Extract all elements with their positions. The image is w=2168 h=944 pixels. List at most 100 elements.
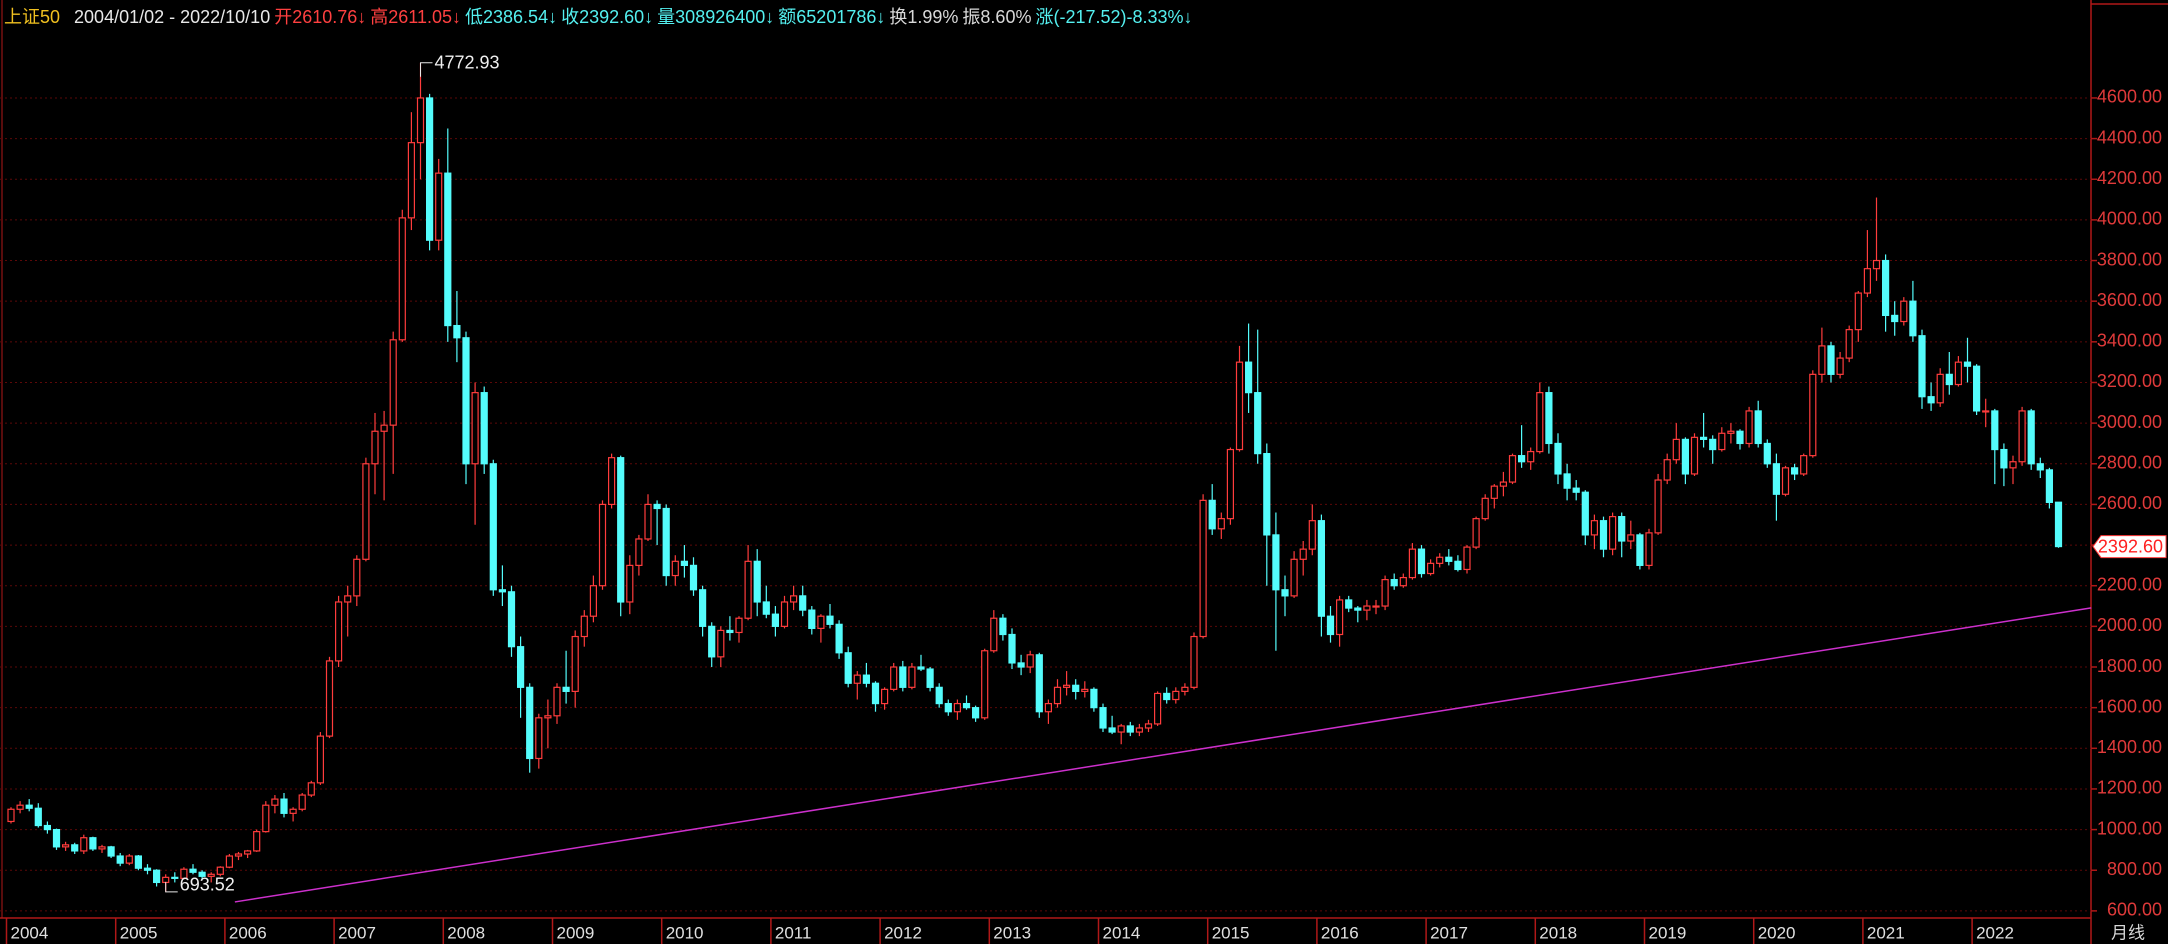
candle-body [280, 798, 288, 814]
candle-body [80, 837, 88, 852]
candle-body [1863, 268, 1872, 294]
candle-body [1818, 345, 1826, 375]
candle-body [2018, 410, 2026, 463]
candle-body [1454, 560, 1462, 571]
y-tick-label: 2600.00 [2097, 493, 2162, 513]
candle-body [43, 824, 52, 831]
y-tick-label: 4600.00 [2097, 87, 2162, 107]
candle-body [1308, 520, 1316, 550]
candle-body [1527, 450, 1535, 463]
candle-body [1172, 690, 1180, 701]
candle-body [1891, 314, 1899, 323]
candle-body [1618, 516, 1626, 542]
candle-body [7, 808, 15, 823]
candle-body [1144, 723, 1153, 729]
candle-body [1727, 430, 1735, 434]
x-tick-label: 2021 [1867, 923, 1905, 942]
min-label: 693.52 [180, 875, 235, 895]
candle-body [999, 617, 1007, 636]
y-tick-label: 1000.00 [2097, 818, 2162, 838]
candle-body [1254, 392, 1262, 455]
candle-body [1672, 438, 1680, 461]
candle-body [1153, 692, 1162, 725]
candle-body [34, 807, 42, 827]
candle-body [335, 601, 343, 662]
candle-body [708, 625, 716, 658]
candle-body [16, 804, 24, 810]
candle-body [198, 871, 206, 877]
y-tick-label: 3800.00 [2097, 249, 2162, 269]
candle-body [1563, 473, 1571, 489]
candle-body [671, 560, 679, 577]
candle-body [1963, 361, 1972, 367]
candle-body [498, 589, 506, 593]
candle-body [1627, 534, 1635, 542]
candle-body [1499, 481, 1508, 487]
candle-body [134, 855, 142, 869]
candle-body [462, 337, 470, 465]
candle-body [1736, 430, 1744, 445]
candle-body [1918, 335, 1926, 398]
candle-body [1354, 607, 1362, 611]
candle-body [1645, 532, 1653, 566]
max-label: 4772.93 [435, 53, 500, 73]
candle-body [1217, 518, 1225, 530]
candle-body [353, 558, 361, 597]
candle-body [899, 666, 907, 688]
candle-body [1781, 467, 1790, 495]
candle-body [1281, 589, 1289, 597]
candle-body [1436, 556, 1444, 564]
y-tick-label: 1600.00 [2097, 696, 2162, 716]
candle-body [1026, 654, 1034, 668]
candle-body [853, 674, 861, 684]
candle-body [1463, 546, 1471, 571]
x-tick-label: 2018 [1539, 923, 1577, 942]
candle-body [726, 629, 734, 634]
candle-body [1954, 361, 1963, 386]
candle-body [1317, 520, 1326, 617]
candle-body [971, 707, 980, 719]
candle-body [2027, 410, 2035, 465]
candle-body [553, 686, 561, 717]
candle-body [153, 869, 161, 884]
candle-body [444, 172, 452, 327]
x-tick-label: 2005 [120, 923, 158, 942]
candle-body [935, 686, 943, 705]
x-tick-label: 2006 [229, 923, 267, 942]
candle-body [1709, 438, 1717, 451]
candle-body [908, 666, 916, 688]
y-tick-label: 4000.00 [2097, 209, 2162, 229]
header-item: 开2610.76↓ [274, 7, 366, 27]
candle-body [1108, 727, 1116, 733]
candle-body [407, 142, 415, 219]
x-tick-label: 2017 [1430, 923, 1468, 942]
candle-body [1272, 534, 1280, 591]
candle-body [990, 617, 998, 652]
candle-body [216, 866, 224, 875]
candle-body [1372, 605, 1380, 608]
candle-body [1800, 455, 1808, 475]
y-tick-label: 2000.00 [2097, 615, 2162, 635]
candle-body [789, 595, 798, 603]
candle-body [962, 702, 971, 709]
candle-body [1244, 361, 1253, 394]
candle-body [871, 682, 880, 705]
candle-body [253, 831, 261, 852]
candle-body [344, 595, 352, 603]
candle-body [1581, 491, 1589, 536]
x-tick-label: 2016 [1321, 923, 1359, 942]
candle-body [1590, 520, 1599, 536]
candle-body [2036, 463, 2044, 471]
candle-body [862, 674, 871, 684]
candle-body [2045, 469, 2054, 503]
x-tick-label: 2019 [1649, 923, 1687, 942]
candle-body [89, 837, 97, 850]
candle-body [744, 560, 752, 619]
candle-body [207, 873, 215, 877]
candle-body [1872, 259, 1881, 270]
candle-body [2009, 461, 2017, 469]
candle-body [589, 585, 598, 617]
candle-body [1836, 357, 1844, 375]
x-tick-label: 2008 [447, 923, 485, 942]
